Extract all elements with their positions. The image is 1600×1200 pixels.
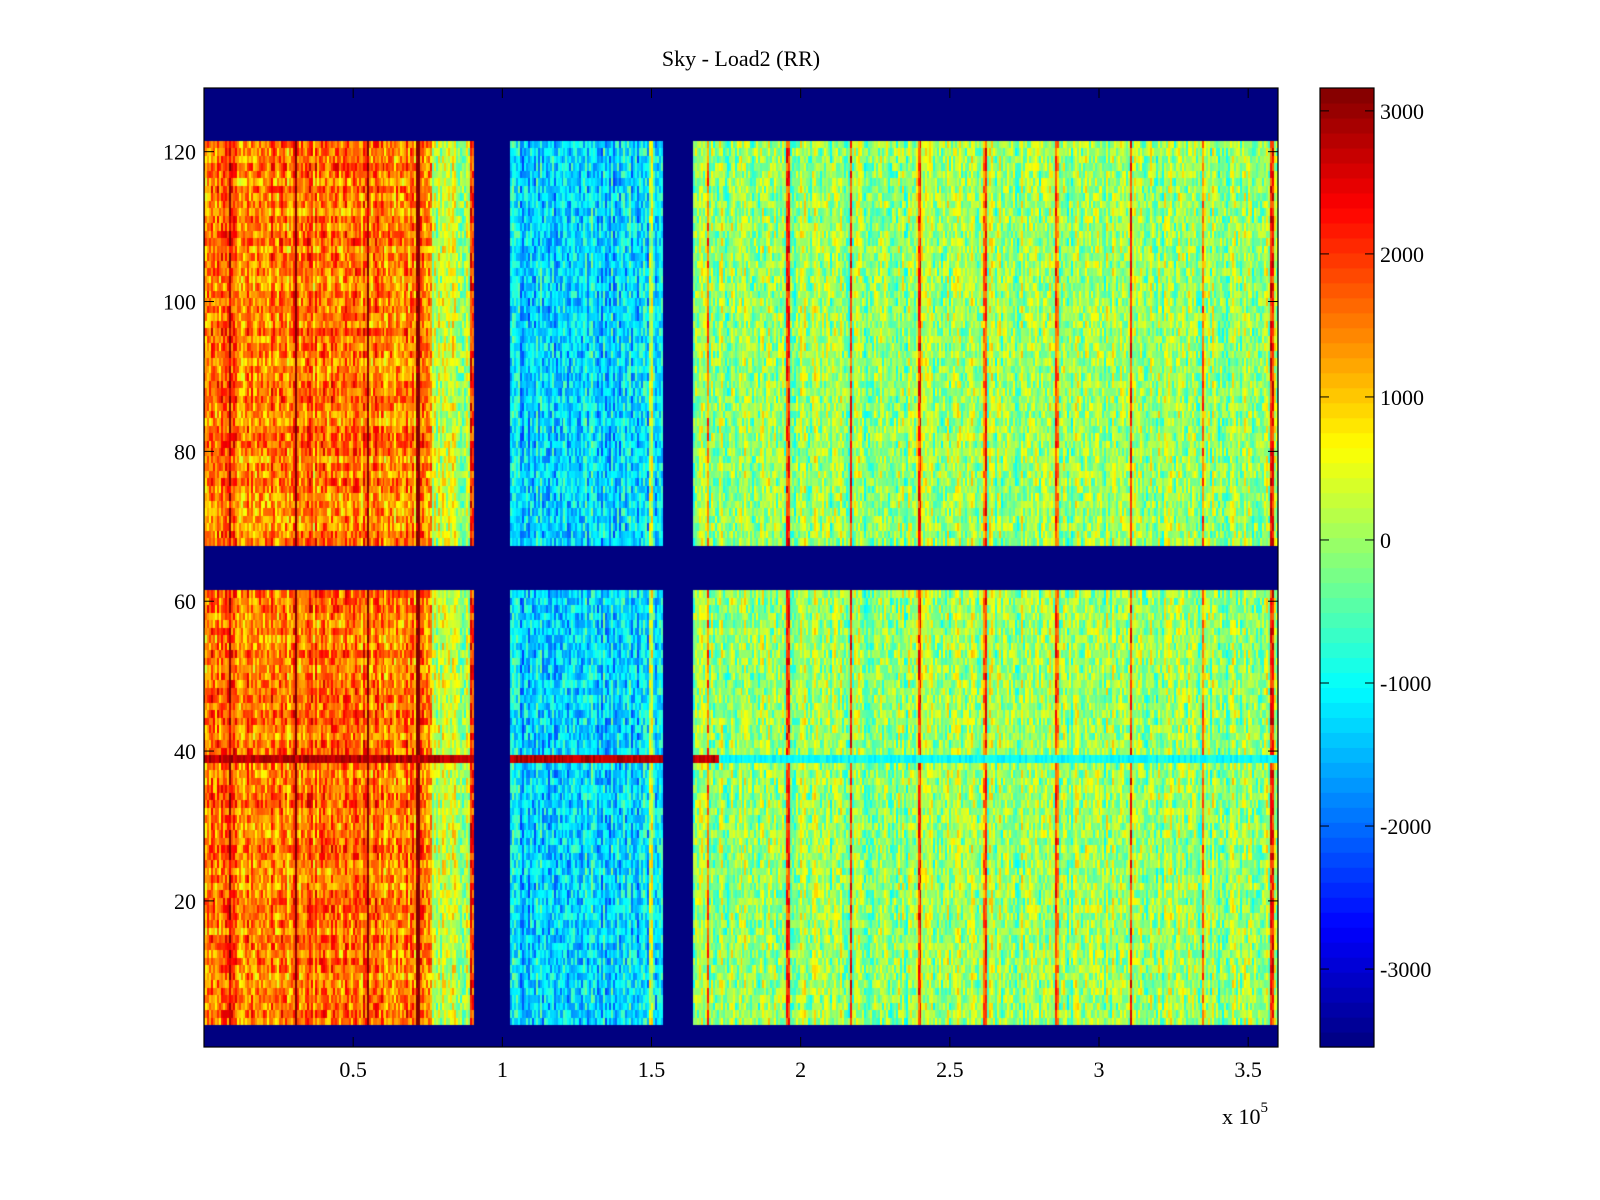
colorbar-segment [1320,147,1374,164]
colorbar-segment [1320,597,1374,614]
colorbar-segment [1320,102,1374,119]
colorbar-segment [1320,627,1374,644]
colorbar-tick-label: 2000 [1380,242,1424,267]
colorbar-segment [1320,507,1374,524]
colorbar-segment [1320,972,1374,988]
colorbar-segment [1320,477,1374,494]
colorbar-segment [1320,342,1374,359]
colorbar-segment [1320,657,1374,673]
colorbar-segment [1320,252,1374,269]
colorbar-segment [1320,927,1374,943]
x-tick-label: 3.5 [1234,1057,1262,1082]
colorbar-segment [1320,567,1374,584]
y-tick-label: 100 [163,290,196,315]
colorbar-segment [1320,237,1374,254]
colorbar-tick-label: 3000 [1380,99,1424,124]
y-tick-label: 80 [174,439,196,464]
colorbar-segment [1320,387,1374,404]
colorbar-segment [1320,88,1374,104]
colorbar-segment [1320,672,1374,688]
colorbar-tick-label: -1000 [1380,671,1431,696]
y-tick-label: 20 [174,889,196,914]
heatmap-image [204,88,1278,1047]
colorbar-segment [1320,1032,1374,1048]
colorbar-segment [1320,447,1374,464]
x-multiplier-base: x 10 [1222,1104,1261,1129]
colorbar-segment [1320,717,1374,733]
colorbar-segment [1320,222,1374,239]
colorbar-frame [1319,87,1375,1048]
colorbar-segment [1320,207,1374,224]
x-tick-label: 0.5 [339,1057,367,1082]
colorbar-segment [1320,702,1374,718]
colorbar-segment [1320,582,1374,599]
colorbar-segment [1320,747,1374,763]
colorbar-tick-label: 0 [1380,528,1391,553]
colorbar-segment [1320,327,1374,344]
colorbar-segment [1320,522,1374,539]
x-tick-label: 3 [1094,1057,1105,1082]
colorbar-segment [1320,192,1374,209]
colorbar-segment [1320,132,1374,149]
colorbar-segment [1320,492,1374,509]
colorbar-segment [1320,942,1374,958]
colorbar-segment [1320,837,1374,853]
y-tick-label: 120 [163,140,196,165]
colorbar-tick-label: -3000 [1380,957,1431,982]
colorbar-segment [1320,1002,1374,1018]
x-tick-label: 2 [795,1057,806,1082]
colorbar [1320,88,1374,1048]
colorbar-segment [1320,462,1374,479]
y-tick-label: 60 [174,589,196,614]
colorbar-segment [1320,117,1374,134]
colorbar-segment [1320,1017,1374,1033]
x-axis: 0.5 1 1.5 2 2.5 3 3.5 [339,88,1262,1082]
colorbar-segment [1320,957,1374,973]
x-multiplier-label: x 105 [1222,1100,1268,1129]
colorbar-tick-label: 1000 [1380,385,1424,410]
y-axis: 20 40 60 80 100 120 [163,140,1278,914]
colorbar-segment [1320,402,1374,419]
colorbar-segment [1320,867,1374,883]
x-tick-label: 1.5 [638,1057,666,1082]
colorbar-segment [1320,372,1374,389]
colorbar-segment [1320,432,1374,449]
colorbar-segment [1320,897,1374,913]
heatmap-cells [204,88,1278,1047]
colorbar-segment [1320,807,1374,823]
colorbar-segment [1320,297,1374,314]
x-multiplier-exponent: 5 [1261,1100,1269,1116]
colorbar-segment [1320,762,1374,778]
colorbar-segment [1320,987,1374,1003]
colorbar-segment [1320,312,1374,329]
colorbar-segment [1320,732,1374,748]
colorbar-segment [1320,882,1374,898]
colorbar-segment [1320,912,1374,928]
colorbar-segment [1320,267,1374,284]
y-tick-label: 40 [174,739,196,764]
colorbar-segment [1320,162,1374,179]
colorbar-tick-label: -2000 [1380,814,1431,839]
colorbar-segment [1320,687,1374,703]
x-tick-label: 2.5 [936,1057,964,1082]
colorbar-segment [1320,777,1374,793]
x-tick-label: 1 [497,1057,508,1082]
colorbar-segment [1320,852,1374,868]
axes-frame [203,87,1279,1048]
chart-title: Sky - Load2 (RR) [662,46,820,71]
colorbar-segment [1320,792,1374,808]
colorbar-segment [1320,612,1374,629]
colorbar-segment [1320,177,1374,194]
colorbar-segment [1320,417,1374,434]
colorbar-segment [1320,282,1374,299]
colorbar-ticks: -3000 -2000 -1000 0 1000 2000 3000 [1320,99,1431,982]
colorbar-segment [1320,537,1374,554]
colorbar-segment [1320,357,1374,374]
colorbar-segment [1320,642,1374,659]
colorbar-segment [1320,552,1374,569]
colorbar-segment [1320,822,1374,838]
